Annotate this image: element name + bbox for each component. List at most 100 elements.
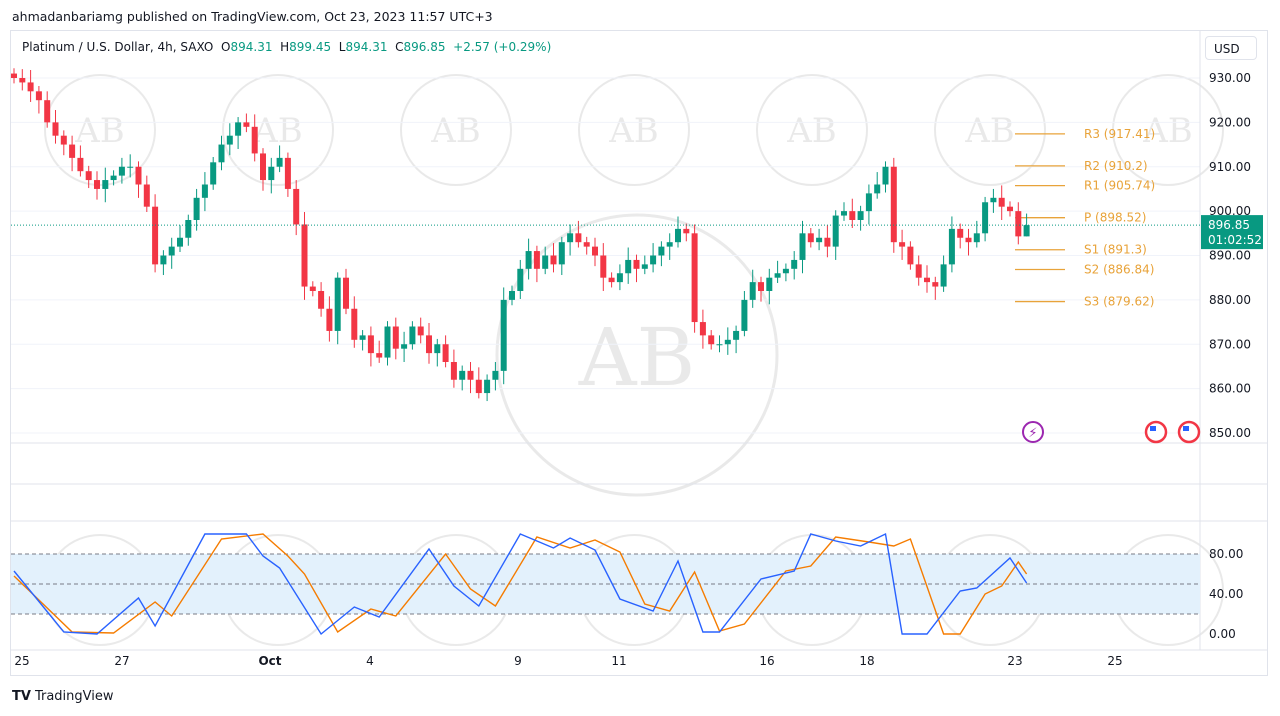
candle-body	[218, 144, 225, 163]
candle-body	[301, 224, 308, 287]
candle-body	[201, 184, 208, 198]
pivot-label-r3: R3 (917.41)	[1084, 127, 1155, 141]
symbol-title[interactable]: Platinum / U.S. Dollar, 4h, SAXO	[22, 40, 214, 54]
candle-body	[110, 175, 117, 181]
lightning-icon-glyph: ⚡	[1028, 426, 1037, 441]
candle-body	[19, 78, 26, 83]
pivot-label-s3: S3 (879.62)	[1084, 295, 1154, 309]
stoch-tick-label: 40.00	[1209, 587, 1243, 601]
footer-brand[interactable]: TradingView	[34, 689, 114, 704]
candle-body	[343, 277, 349, 309]
candle-body	[940, 264, 947, 287]
time-tick-label: 9	[514, 654, 522, 668]
candle-body	[450, 362, 457, 380]
candle-body	[484, 379, 491, 394]
pivot-label-s1: S1 (891.3)	[1084, 243, 1147, 257]
candle-body	[251, 126, 258, 154]
candle-body	[85, 171, 92, 181]
candle-body	[27, 82, 34, 92]
time-tick-label: 16	[759, 654, 774, 668]
candle-body	[608, 277, 615, 283]
candle-body	[948, 228, 955, 265]
change-value: +2.57 (+0.29%)	[453, 40, 552, 54]
watermark-text: AB	[1142, 111, 1193, 151]
low-value: 894.31	[345, 40, 388, 54]
candle-body	[600, 255, 607, 278]
candle-body	[641, 264, 648, 269]
candle-body	[658, 246, 665, 256]
candle-body	[1015, 211, 1022, 237]
candle-body	[260, 153, 266, 181]
candle-body	[998, 197, 1005, 207]
currency-button[interactable]: USD	[1205, 36, 1257, 60]
price-tick-label: 870.00	[1209, 337, 1251, 351]
candle-body	[168, 246, 175, 256]
candle-body	[52, 122, 59, 136]
pivot-label-p: P (898.52)	[1084, 211, 1146, 225]
candle-body	[708, 335, 715, 345]
candle-body	[874, 184, 881, 194]
chart-frame	[10, 30, 1268, 676]
candle-body	[326, 308, 333, 331]
candle-body	[957, 228, 964, 238]
watermark-ring	[934, 74, 1046, 186]
candle-body	[500, 299, 507, 371]
publish-info: ahmadanbariamg published on TradingView.…	[12, 9, 493, 24]
watermark-ring	[1112, 74, 1224, 186]
candle-body	[177, 237, 183, 247]
us-flag-canton	[1183, 426, 1189, 431]
candle-body	[741, 299, 748, 331]
stoch-tick-label: 0.00	[1209, 627, 1236, 641]
time-tick-label: 4	[366, 654, 374, 668]
candle-body	[882, 166, 889, 185]
candle-body	[426, 335, 432, 354]
candle-body	[376, 353, 383, 358]
stoch-k-line	[13, 532, 1028, 636]
candle-body	[807, 233, 814, 243]
candle-body	[890, 166, 897, 243]
time-tick-label: 25	[1107, 654, 1122, 668]
candle-body	[616, 273, 623, 283]
candle-body	[226, 135, 233, 145]
candle-body	[467, 370, 474, 380]
price-tick-label: 930.00	[1209, 71, 1251, 85]
candle-body	[359, 335, 366, 340]
open-label: O	[221, 40, 231, 54]
candle-body	[915, 264, 922, 278]
watermark-ring	[400, 74, 512, 186]
candle-body	[492, 370, 499, 380]
candle-body	[193, 197, 200, 220]
candle-body	[434, 344, 441, 354]
candle-body	[774, 273, 781, 278]
candle-body	[849, 211, 856, 220]
candle-body	[517, 268, 524, 291]
candle-body	[152, 206, 159, 265]
candle-body	[782, 268, 789, 274]
candle-body	[35, 91, 42, 101]
stoch-d-line	[13, 533, 1028, 635]
candle-body	[924, 277, 930, 283]
candle-body	[475, 379, 482, 394]
candle-body	[318, 291, 325, 309]
candle-body	[135, 166, 142, 185]
us-flag-event-icon	[1144, 420, 1168, 444]
time-tick-label: 18	[859, 654, 874, 668]
candle-body	[633, 259, 640, 269]
watermark-logo: AB	[934, 74, 1046, 186]
candle-body	[533, 251, 540, 269]
watermark-logo: AB	[400, 74, 512, 186]
candle-body	[650, 255, 657, 265]
price-tick-label: 850.00	[1209, 426, 1251, 440]
candle-body	[44, 100, 51, 123]
candle-body	[982, 202, 989, 234]
watermark-logo: AB	[578, 74, 690, 186]
candle-body	[749, 282, 756, 300]
candle-body	[567, 233, 574, 243]
candle-body	[907, 246, 914, 265]
pivot-label-r2: R2 (910.2)	[1084, 159, 1148, 173]
time-tick-label: 23	[1007, 654, 1022, 668]
candle-body	[990, 197, 997, 203]
candle-body	[1007, 206, 1013, 212]
price-tick-label: 920.00	[1209, 115, 1251, 129]
